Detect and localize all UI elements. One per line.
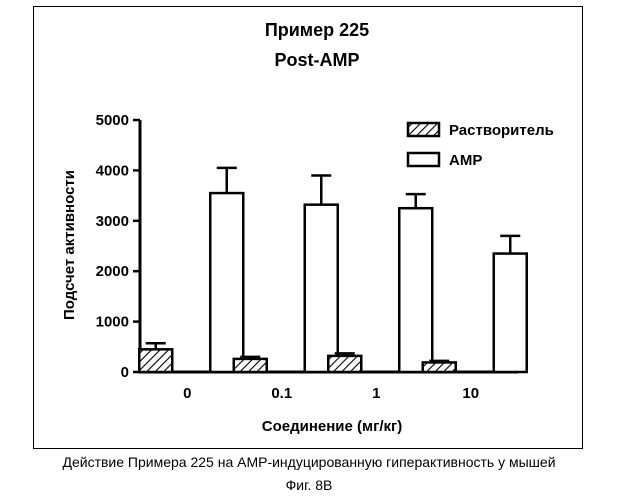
figure-caption: Действие Примера 225 на AMP-индуцированн… (0, 454, 618, 470)
figure-number: Фиг. 8В (0, 477, 618, 493)
bar-solvent-3 (423, 362, 456, 372)
y-tick-label: 2000 (96, 263, 129, 280)
legend-label-amp: AMP (449, 152, 482, 169)
legend-swatch-solvent (408, 123, 439, 136)
y-tick-label: 5000 (96, 112, 129, 129)
bar-amp-0 (210, 193, 243, 372)
x-tick-label: 0.1 (271, 385, 292, 402)
legend-label-solvent: Растворитель (449, 122, 554, 139)
bar-solvent-0 (139, 349, 172, 372)
bar-solvent-1 (234, 359, 267, 372)
y-tick-label: 1000 (96, 314, 129, 331)
bar-amp-1 (305, 205, 338, 372)
x-axis-label: Соединение (мг/кг) (262, 418, 403, 435)
bar-solvent-2 (328, 356, 361, 372)
chart: Пример 225 Post-AMP 0 1000 2000 3000 4000 500… (0, 0, 618, 500)
y-tick-label: 0 (121, 364, 129, 381)
bar-amp-2 (399, 208, 432, 372)
x-tick-label: 10 (462, 385, 479, 402)
x-tick-label: 1 (372, 385, 380, 402)
chart-title-line-2: Post-AMP (275, 50, 360, 70)
x-tick-label: 0 (183, 385, 191, 402)
chart-title-line-1: Пример 225 (265, 20, 369, 40)
bar-amp-3 (494, 254, 527, 372)
y-tick-label: 4000 (96, 162, 129, 179)
y-axis-label: Подсчет активности (61, 170, 78, 320)
y-tick-label: 3000 (96, 213, 129, 230)
legend-swatch-amp (408, 153, 439, 166)
